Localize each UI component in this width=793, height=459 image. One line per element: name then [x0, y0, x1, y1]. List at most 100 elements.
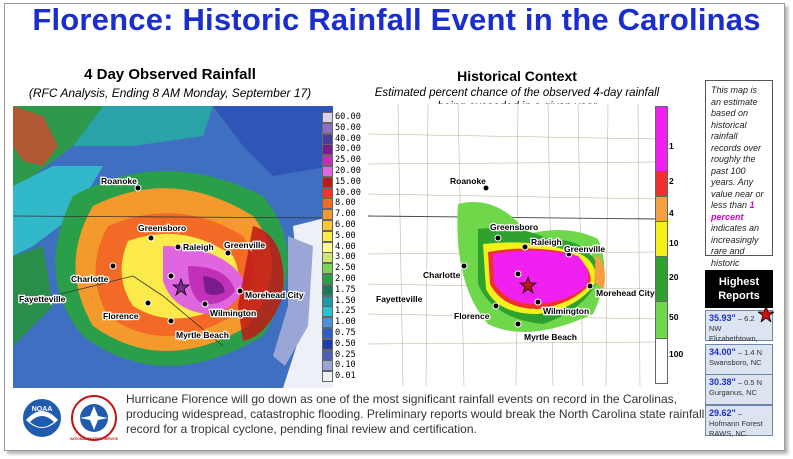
note-text: This map is an estimate based on histori… — [711, 85, 764, 210]
legend-swatch — [655, 301, 668, 340]
legend-label: 4 — [669, 208, 674, 218]
map-right-city-label: Morehead City — [596, 288, 655, 298]
legend-label: 60.00 — [335, 112, 361, 122]
legend-swatch — [322, 241, 333, 253]
legend-swatch — [322, 349, 333, 361]
legend-label: 0.01 — [335, 371, 356, 382]
legend-label: 10 — [669, 238, 679, 248]
map-right-city-label: Charlotte — [423, 270, 461, 280]
map-left-city-label: Roanoke — [101, 176, 137, 186]
legend-swatch — [322, 144, 333, 156]
star-icon — [758, 306, 774, 322]
legend-swatch — [322, 198, 333, 210]
legend-label: 4.00 — [335, 241, 356, 252]
legend-swatch — [322, 209, 333, 221]
explanation-note: This map is an estimate based on histori… — [705, 80, 773, 279]
legend-label: 1.25 — [335, 306, 356, 317]
legend-label: 20.00 — [335, 166, 361, 176]
legend-label: 8.00 — [335, 198, 356, 209]
legend-swatch — [322, 328, 333, 339]
left-panel-subheading: (RFC Analysis, Ending 8 AM Monday, Septe… — [28, 86, 312, 100]
legend-swatch — [322, 122, 333, 134]
probability-legend: 1 2 4 10 20 50 100 — [655, 106, 695, 386]
legend-label: 2.50 — [335, 263, 356, 274]
report-amount: 29.62" — [709, 408, 736, 418]
observed-rainfall-map: Roanoke Greensboro Raleigh Greenville Ch… — [13, 106, 333, 388]
legend-label: 7.00 — [335, 209, 356, 220]
map-left-city-label: Wilmington — [210, 308, 256, 318]
legend-swatch — [322, 295, 333, 307]
legend-label: 1 — [669, 141, 674, 151]
map-right-city-label: Fayetteville — [376, 294, 423, 304]
map-right-city-label: Raleigh — [531, 237, 562, 247]
historical-context-map: Roanoke Greensboro Raleigh Greenville Ch… — [368, 104, 658, 386]
nws-logo-text: NATIONAL WEATHER SERVICE — [70, 437, 118, 441]
legend-swatch — [322, 220, 333, 231]
legend-label: 0.75 — [335, 328, 356, 338]
legend-swatch — [322, 133, 333, 145]
map-right-city-label: Greenville — [564, 244, 605, 254]
legend-swatch — [322, 274, 333, 285]
legend-swatch — [322, 166, 333, 177]
left-panel-title: 4 Day Observed Rainfall (RFC Analysis, E… — [20, 66, 320, 100]
legend-swatch — [322, 284, 333, 296]
legend-swatch — [655, 171, 668, 198]
legend-swatch — [322, 360, 333, 372]
report-location: – 1.4 N Swansboro, NC — [709, 348, 763, 367]
noaa-logo-text: NOAA — [32, 406, 53, 413]
map-right-city-label: Roanoke — [450, 176, 486, 186]
legend-swatch — [322, 263, 333, 275]
rainfall-legend: 60.00 50.00 40.00 30.00 25.00 20.00 15.00 10.00… — [322, 112, 372, 383]
report-amount: 30.38" — [709, 377, 736, 387]
report-amount: 35.93" — [709, 313, 736, 323]
report-item: 29.62" – Hofmann Forest RAWS, NC — [705, 405, 773, 438]
map-left-city-label: Myrtle Beach — [176, 330, 229, 340]
report-location: – Hofmann Forest RAWS, NC — [709, 409, 763, 438]
legend-label: 100 — [669, 349, 684, 359]
map-right-city-label: Greensboro — [490, 222, 538, 232]
legend-label: 1.00 — [335, 317, 356, 328]
legend-swatch — [655, 106, 668, 173]
left-panel-heading: 4 Day Observed Rainfall — [84, 66, 256, 83]
note-highlight: 1 percent — [711, 200, 755, 222]
map-left-city-label: Fayetteville — [19, 294, 66, 304]
nws-logo-icon: NATIONAL WEATHER SERVICE — [70, 395, 118, 441]
legend-label: 25.00 — [335, 155, 361, 166]
legend-swatch — [322, 338, 333, 350]
footer-text: Hurricane Florence will go down as one o… — [126, 392, 705, 436]
report-amount: 34.00" — [709, 347, 736, 357]
legend-swatch — [322, 112, 333, 123]
map-right-city-label: Myrtle Beach — [524, 332, 577, 342]
legend-label: 6.00 — [335, 220, 356, 230]
legend-label: 1.50 — [335, 295, 356, 306]
map-left-city-label: Charlotte — [71, 274, 109, 284]
legend-swatch — [322, 252, 333, 264]
map-left-city-label: Greensboro — [138, 223, 186, 233]
legend-label: 30.00 — [335, 144, 361, 155]
legend-label: 0.50 — [335, 338, 356, 349]
legend-label: 0.25 — [335, 349, 356, 360]
map-right-city-label: Wilmington — [543, 306, 589, 316]
noaa-logo-icon: NOAA — [21, 397, 63, 439]
legend-label: 10.00 — [335, 187, 361, 198]
highest-reports-heading: Highest Reports — [705, 270, 773, 308]
right-panel-heading: Historical Context — [457, 68, 577, 84]
legend-label: 50.00 — [335, 122, 361, 133]
map-left-city-label: Raleigh — [183, 242, 214, 252]
legend-label: 0.10 — [335, 360, 356, 371]
legend-swatch — [655, 338, 668, 384]
legend-swatch — [322, 187, 333, 199]
legend-label: 2.00 — [335, 274, 356, 284]
map-left-city-label: Florence — [103, 311, 139, 321]
legend-swatch — [322, 317, 333, 329]
legend-swatch — [322, 230, 333, 242]
legend-label: 2 — [669, 176, 674, 186]
legend-swatch — [322, 176, 333, 188]
report-item: 35.93" – 6.2 NW Elizabethtown, NC — [705, 310, 773, 353]
legend-swatch — [655, 256, 668, 303]
legend-swatch — [655, 196, 668, 223]
page-title: Florence: Historic Rainfall Event in the… — [32, 2, 761, 37]
legend-label: 50 — [669, 312, 679, 322]
legend-label: 20 — [669, 272, 679, 282]
legend-swatch — [655, 221, 668, 258]
